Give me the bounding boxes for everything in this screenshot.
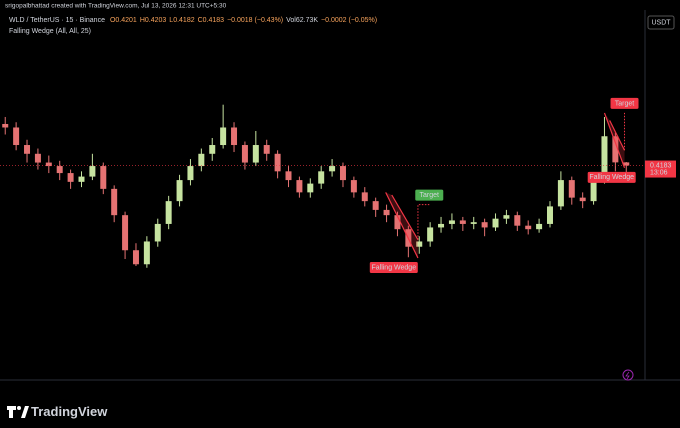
candle-body <box>394 215 401 230</box>
logo: TradingView <box>7 404 108 419</box>
last-price: 0.4183 <box>650 162 672 169</box>
target-line <box>417 204 430 240</box>
logo-slash <box>21 406 29 418</box>
candle-body <box>263 145 270 154</box>
candle-body <box>296 180 303 193</box>
candle-body <box>590 180 597 202</box>
currency: USDT <box>651 19 671 26</box>
wedge-lower <box>391 194 419 241</box>
pattern-label: Falling Wedge <box>589 174 634 181</box>
indicator: Falling Wedge (All, All, 25) <box>9 28 91 35</box>
candle-body <box>209 145 216 154</box>
candle-body <box>438 223 445 228</box>
candle-body <box>165 201 172 224</box>
candle-body <box>383 209 390 216</box>
pattern-label-box <box>587 171 636 183</box>
candle-body <box>34 153 41 163</box>
last-price-box <box>645 160 676 178</box>
candle-body <box>67 173 74 182</box>
currency-box <box>647 15 675 30</box>
plot <box>2 104 630 268</box>
candle-body <box>536 223 543 230</box>
candle-body <box>45 162 52 167</box>
candle-body <box>100 166 107 189</box>
overlay: Target Falling Wedge Target Falling Wedge <box>0 97 645 273</box>
wedge-lower <box>609 120 626 151</box>
candle-body <box>492 218 499 228</box>
change: −0.0018 (−0.43%) <box>227 17 283 24</box>
brand: TradingView <box>31 404 108 419</box>
target-label-box <box>610 97 639 109</box>
candle-body <box>187 166 194 181</box>
candle-body <box>623 162 630 166</box>
pattern-label-box <box>369 261 418 273</box>
alert-icon[interactable] <box>622 369 634 381</box>
volume: Vol62.73K <box>286 17 318 24</box>
close: C0.4183 <box>198 17 225 24</box>
wedge-upper <box>385 192 419 259</box>
candle-body <box>198 153 205 167</box>
candle-body <box>89 166 96 177</box>
candle-body <box>503 215 510 219</box>
candle-body <box>568 180 575 198</box>
candle-body <box>143 241 150 265</box>
candle-body <box>252 145 259 163</box>
candle-body <box>274 153 281 172</box>
candle-body <box>612 136 619 163</box>
candle-body <box>557 180 564 207</box>
credit: srigopalbhattad created with TradingView… <box>5 3 227 10</box>
high: H0.4203 <box>140 17 167 24</box>
logo-mark <box>7 406 16 418</box>
candle-body <box>514 215 521 226</box>
candle-body <box>601 136 608 181</box>
candle-body <box>2 123 9 128</box>
open: O0.4201 <box>110 17 137 24</box>
target-label: Target <box>420 192 440 199</box>
candle-body <box>350 180 357 193</box>
candle-body <box>481 222 488 228</box>
candle-body <box>111 188 118 216</box>
candle-body <box>307 183 314 193</box>
symbol-line: WLD / TetherUS · 15 · Binance O0.4201 H0.4… <box>9 17 377 24</box>
alert-bolt <box>625 371 630 380</box>
low: L0.4182 <box>169 17 194 24</box>
candle-body <box>132 250 139 265</box>
candle-body <box>416 241 423 247</box>
candle-body <box>579 197 586 202</box>
candle-body <box>241 145 248 163</box>
candle-body <box>372 201 379 210</box>
logo-dot <box>17 406 21 410</box>
target-label-box <box>415 189 444 201</box>
target-label: Target <box>615 100 635 107</box>
candle-body <box>329 166 336 172</box>
candle-body <box>459 220 466 224</box>
candle-body <box>154 223 161 242</box>
pattern-label: Falling Wedge <box>371 264 416 271</box>
candle-body <box>318 171 325 184</box>
candle-body <box>176 180 183 202</box>
candle-body <box>231 127 238 146</box>
candle-body <box>78 176 85 182</box>
candle-body <box>24 145 31 154</box>
wedge-upper <box>603 112 626 169</box>
candle-body <box>285 171 292 181</box>
candle-body <box>525 225 532 230</box>
volume-change: −0.0002 (−0.05%) <box>321 17 377 24</box>
candle-body <box>56 166 63 174</box>
countdown: 13:06 <box>650 169 668 176</box>
symbol: WLD / TetherUS · 15 · Binance <box>9 17 105 24</box>
candle-body <box>220 127 227 146</box>
candle-body <box>448 220 455 224</box>
candle-body <box>339 166 346 181</box>
candle-body <box>122 215 129 251</box>
candle-body <box>427 227 434 242</box>
candle-body <box>546 206 553 224</box>
candle-body <box>13 127 20 146</box>
candle-body <box>470 222 477 224</box>
candle-body <box>361 192 368 202</box>
